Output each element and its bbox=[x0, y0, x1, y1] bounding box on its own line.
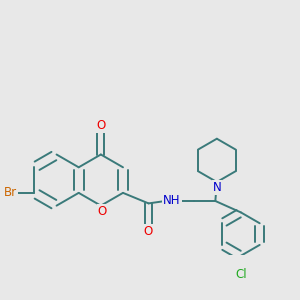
Text: O: O bbox=[96, 119, 106, 132]
Text: Br: Br bbox=[4, 186, 17, 200]
Text: NH: NH bbox=[163, 194, 181, 208]
Text: O: O bbox=[98, 205, 107, 218]
Text: N: N bbox=[212, 181, 221, 194]
Text: Cl: Cl bbox=[235, 268, 247, 281]
Text: O: O bbox=[143, 225, 153, 238]
